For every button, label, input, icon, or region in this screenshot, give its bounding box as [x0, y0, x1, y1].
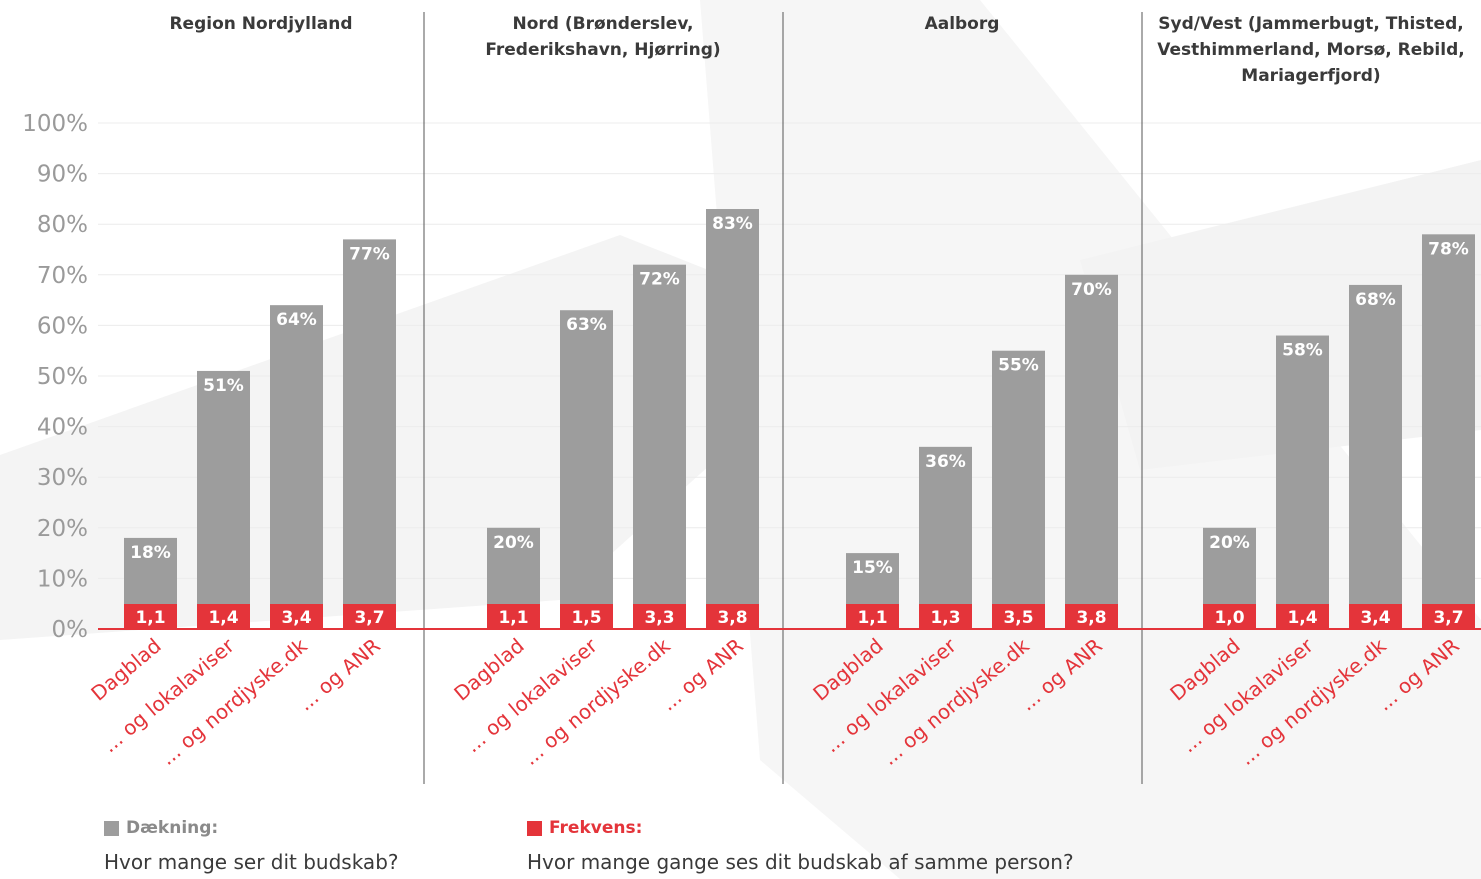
coverage-bar	[560, 310, 613, 629]
y-tick-label: 0%	[52, 617, 89, 643]
frequency-bar	[1203, 604, 1256, 629]
coverage-bar	[1065, 274, 1118, 629]
frequency-value-label: 3,8	[717, 608, 747, 628]
chart: 0% 10% 20% 30% 40% 50% 60% 70% 80% 90% 100% Region …	[22, 12, 1481, 784]
frequency-bar	[919, 604, 972, 629]
coverage-value-label: 55%	[998, 356, 1039, 376]
frequency-bar	[560, 604, 613, 629]
frequency-value-label: 1,1	[498, 608, 528, 628]
x-category-label: ... og ANR	[656, 633, 748, 715]
x-category-label: ... og lokalaviser	[820, 633, 962, 757]
coverage-bar	[633, 264, 686, 629]
legend-coverage: Dækning: Hvor mange ser dit budskab?	[104, 818, 399, 874]
panel-title: Syd/Vest (Jammerbugt, Thisted,	[1158, 14, 1463, 34]
x-category-label: ... og lokalaviser	[1177, 633, 1319, 757]
y-tick-label: 80%	[37, 212, 88, 238]
legend-frequency-name: Frekvens:	[549, 818, 643, 838]
coverage-value-label: 77%	[349, 244, 390, 264]
frequency-value-label: 3,7	[354, 608, 384, 628]
coverage-value-label: 72%	[639, 270, 680, 290]
coverage-value-label: 83%	[712, 214, 753, 234]
frequency-bar	[270, 604, 323, 629]
legend-frequency: Frekvens: Hvor mange gange ses dit budsk…	[527, 818, 1074, 874]
frequency-value-label: 3,5	[1003, 608, 1033, 628]
frequency-value-label: 1,4	[1287, 608, 1317, 628]
y-tick-label: 60%	[37, 313, 88, 339]
frequency-bar	[487, 604, 540, 629]
coverage-value-label: 15%	[852, 558, 893, 578]
frequency-value-label: 1,1	[135, 608, 165, 628]
panel-title: Vesthimmerland, Morsø, Rebild,	[1157, 40, 1464, 60]
frequency-value-label: 3,7	[1433, 608, 1463, 628]
coverage-bar	[270, 305, 323, 629]
frequency-value-label: 3,8	[1076, 608, 1106, 628]
frequency-value-label: 3,4	[1360, 608, 1390, 628]
coverage-value-label: 64%	[276, 310, 317, 330]
y-tick-label: 20%	[37, 516, 88, 542]
coverage-value-label: 18%	[130, 543, 171, 563]
coverage-bar	[919, 446, 972, 629]
legend-coverage-question: Hvor mange ser dit budskab?	[104, 850, 399, 874]
y-tick-label: 50%	[37, 364, 88, 390]
coverage-value-label: 68%	[1355, 290, 1396, 310]
frequency-bar	[1422, 604, 1475, 629]
frequency-bar	[124, 604, 177, 629]
x-category-label: ... og lokalaviser	[98, 633, 240, 757]
frequency-value-label: 1,3	[930, 608, 960, 628]
frequency-bar	[1349, 604, 1402, 629]
legend-frequency-swatch	[527, 820, 542, 836]
frequency-value-label: 1,0	[1214, 608, 1244, 628]
coverage-value-label: 63%	[566, 315, 607, 335]
coverage-value-label: 36%	[925, 452, 966, 472]
y-tick-label: 100%	[22, 111, 88, 137]
frequency-bar	[197, 604, 250, 629]
coverage-value-label: 20%	[493, 533, 534, 553]
y-tick-label: 70%	[37, 263, 88, 289]
y-tick-label: 10%	[37, 566, 88, 592]
x-category-label: ... og ANR	[1372, 633, 1464, 715]
coverage-bar	[1422, 234, 1475, 629]
frequency-bar	[343, 604, 396, 629]
panel-title: Mariagerfjord)	[1241, 66, 1380, 86]
panel-title: Nord (Brønderslev,	[513, 14, 694, 34]
coverage-bar	[343, 239, 396, 629]
frequency-bar	[1276, 604, 1329, 629]
coverage-value-label: 20%	[1209, 533, 1250, 553]
legend-coverage-name: Dækning:	[126, 818, 219, 838]
frequency-value-label: 1,4	[208, 608, 238, 628]
frequency-bar	[846, 604, 899, 629]
legend-frequency-question: Hvor mange gange ses dit budskab af samm…	[527, 850, 1074, 874]
coverage-value-label: 51%	[203, 376, 244, 396]
frequency-value-label: 1,1	[857, 608, 887, 628]
panel-title: Frederikshavn, Hjørring)	[485, 40, 720, 60]
frequency-value-label: 3,3	[644, 608, 674, 628]
coverage-bar	[992, 350, 1045, 629]
frequency-bar	[706, 604, 759, 629]
frequency-bar	[633, 604, 686, 629]
frequency-value-label: 1,5	[571, 608, 601, 628]
coverage-bar	[1276, 335, 1329, 629]
y-tick-label: 90%	[37, 162, 88, 188]
frequency-value-label: 3,4	[281, 608, 311, 628]
frequency-bar	[1065, 604, 1118, 629]
panel-title: Region Nordjylland	[169, 14, 352, 34]
coverage-value-label: 70%	[1071, 280, 1112, 300]
frequency-bar	[992, 604, 1045, 629]
coverage-bar	[706, 209, 759, 629]
coverage-value-label: 78%	[1428, 239, 1469, 259]
x-category-label: ... og ANR	[293, 633, 385, 715]
y-tick-label: 40%	[37, 415, 88, 441]
coverage-bar	[197, 370, 250, 629]
legend-coverage-swatch	[104, 820, 119, 836]
x-category-label: ... og ANR	[1015, 633, 1107, 715]
coverage-bar	[1349, 284, 1402, 629]
y-tick-label: 30%	[37, 465, 88, 491]
coverage-value-label: 58%	[1282, 341, 1323, 361]
x-category-label: ... og lokalaviser	[461, 633, 603, 757]
panel-title: Aalborg	[925, 14, 1000, 34]
